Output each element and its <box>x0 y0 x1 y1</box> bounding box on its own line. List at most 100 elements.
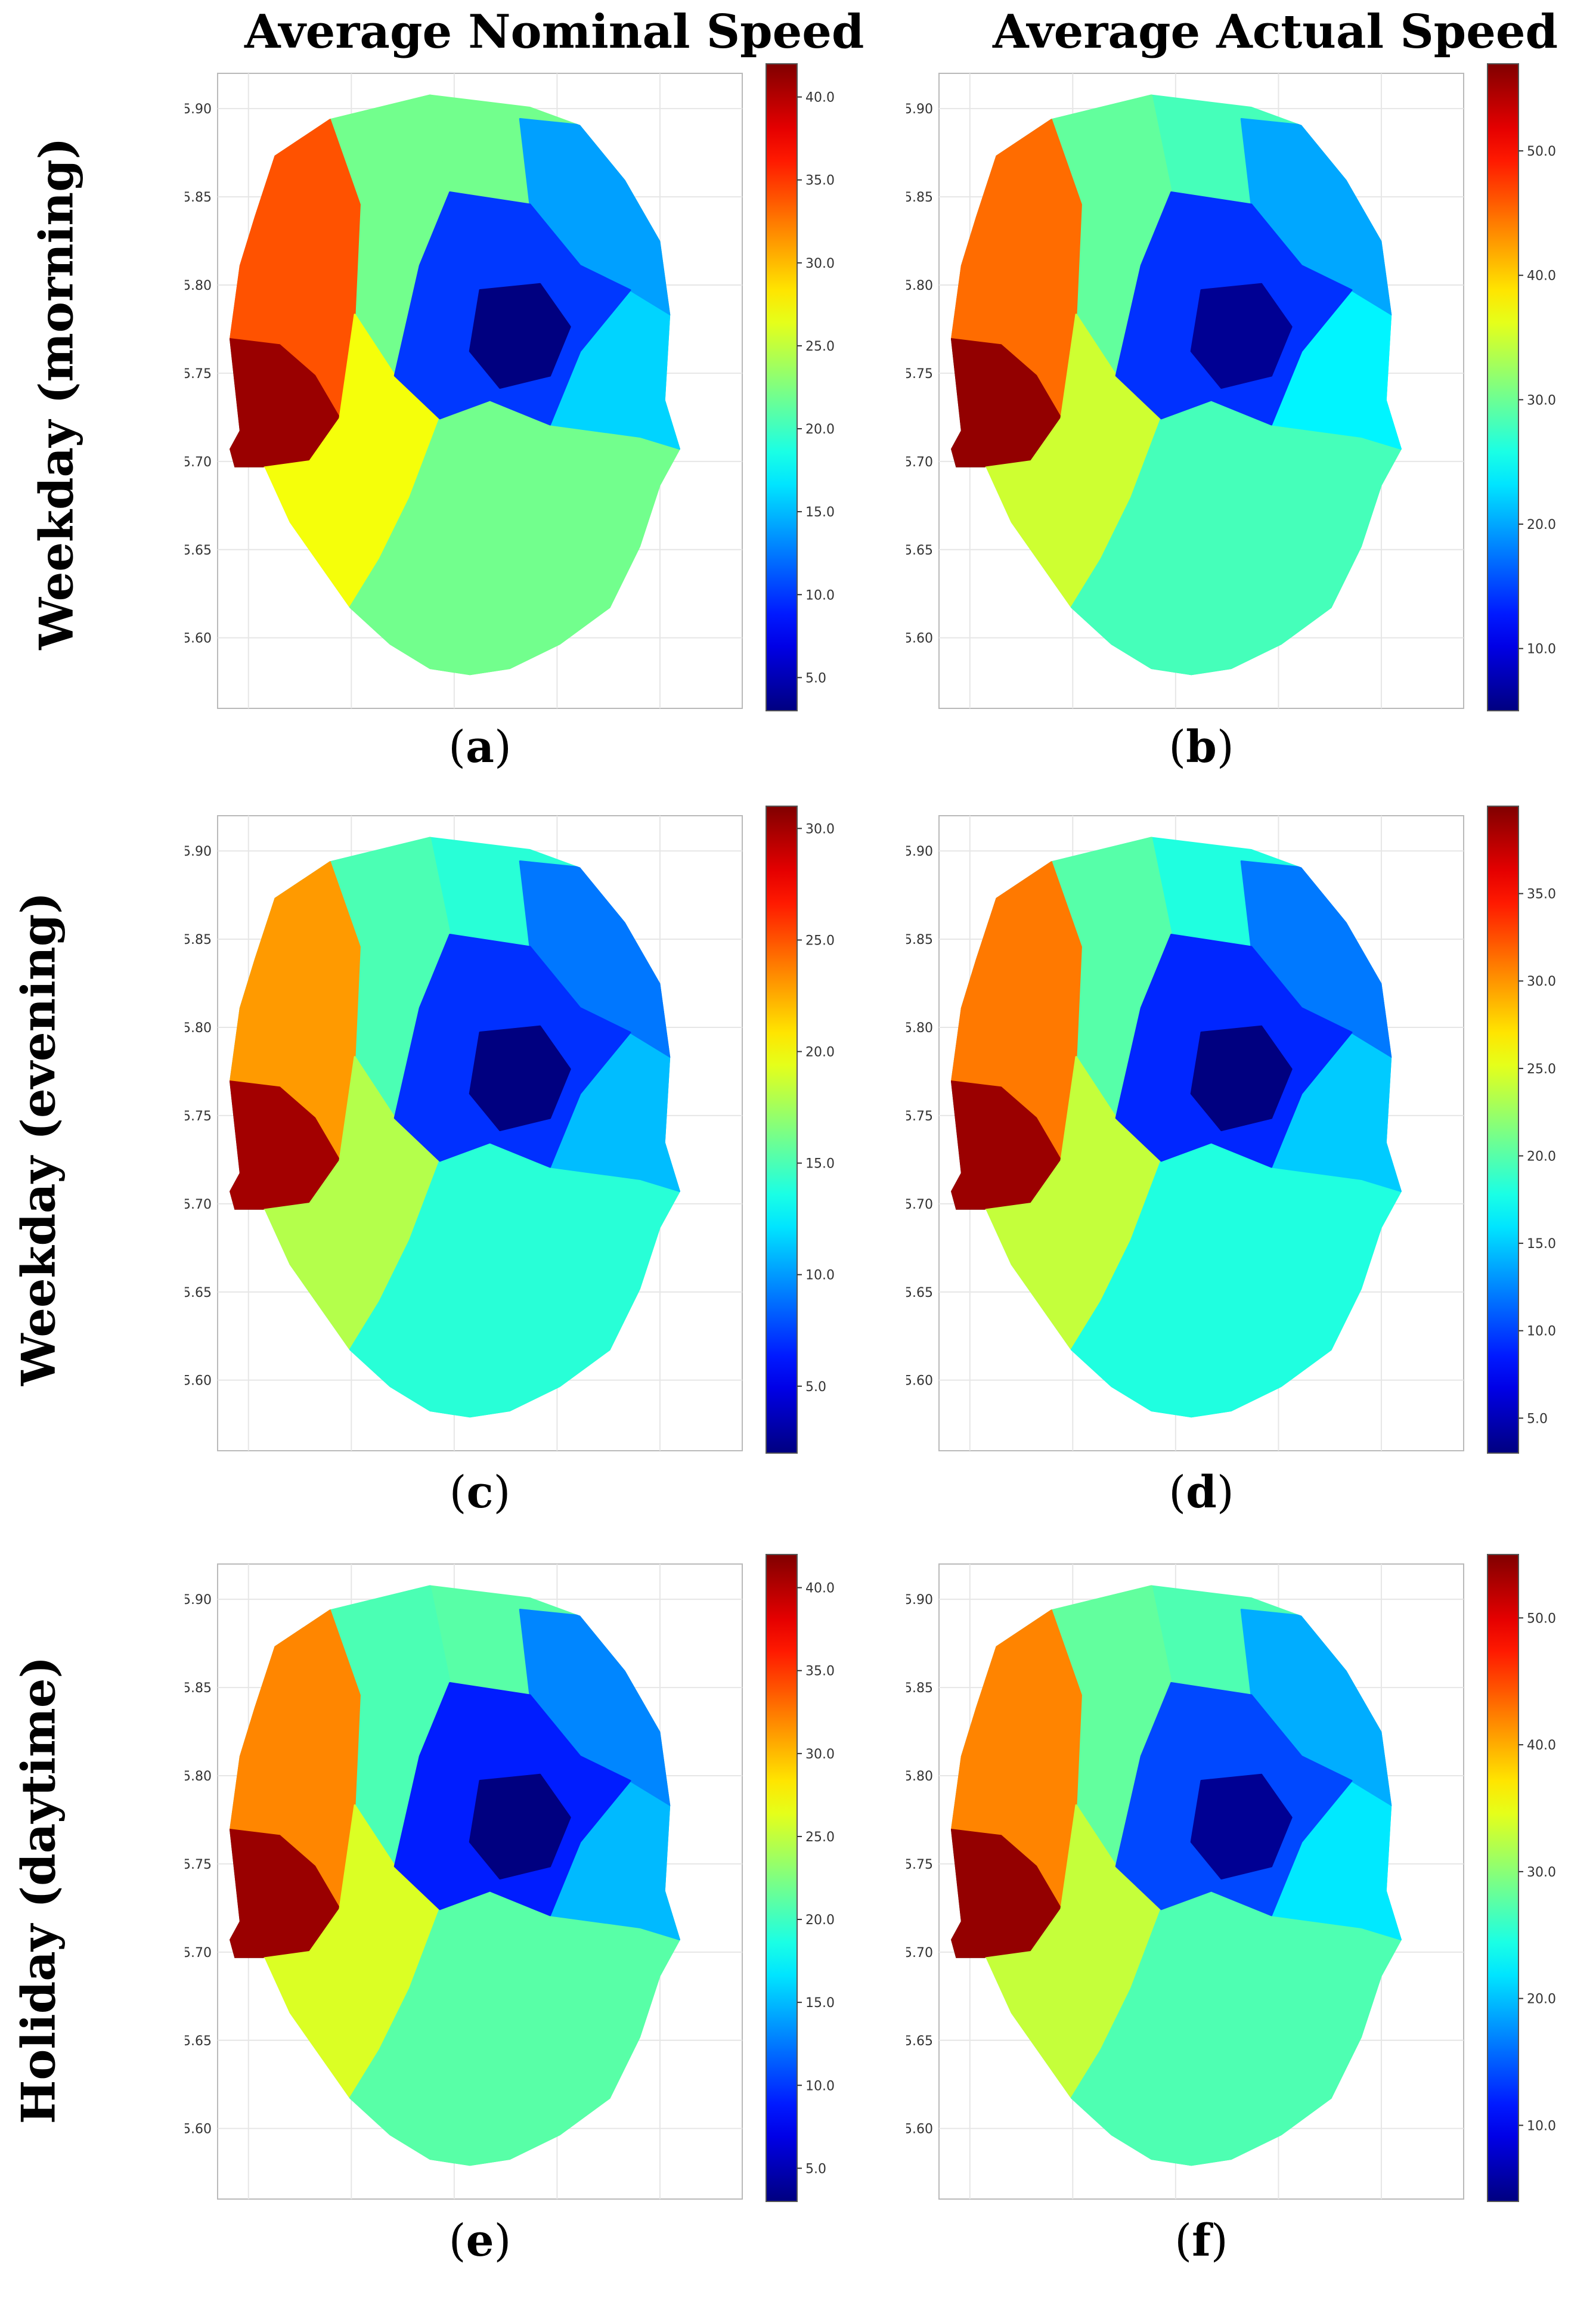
y-tick-label: 55.65 <box>906 543 933 558</box>
chart-svg: 37.437.537.637.737.855.9055.8555.8055.75… <box>174 806 835 1477</box>
colorbar <box>766 1554 798 2202</box>
colorbar-tick-label: 10.0 <box>1527 642 1556 657</box>
y-tick-label: 55.90 <box>185 1593 212 1608</box>
colorbar <box>766 63 798 711</box>
row-title-evening: Weekday (evening) <box>11 891 66 1386</box>
y-tick-label: 55.85 <box>185 190 212 205</box>
colorbar <box>766 806 798 1454</box>
panel-label-letter: d <box>1186 1467 1217 1518</box>
y-tick-label: 55.75 <box>906 1857 933 1872</box>
panel-label-letter: c <box>466 1467 494 1518</box>
colorbar-tick-label: 25.0 <box>805 933 835 948</box>
region-center <box>469 1025 571 1131</box>
y-tick-label: 55.75 <box>906 367 933 382</box>
panel-label-a: (a) <box>448 721 512 773</box>
y-tick-label: 55.70 <box>906 1946 933 1961</box>
y-tick-label: 55.60 <box>906 1374 933 1389</box>
y-tick-label: 55.70 <box>185 455 212 470</box>
map-panel-d: 37.437.537.637.737.855.9055.8555.8055.75… <box>895 799 1580 1477</box>
y-tick-label: 55.60 <box>906 2122 933 2137</box>
map-panel-c: 37.437.537.637.737.855.9055.8555.8055.75… <box>174 799 859 1477</box>
y-tick-label: 55.85 <box>906 933 933 947</box>
chart-svg: 37.437.537.637.737.855.9055.8555.8055.75… <box>174 1554 835 2225</box>
panel-label-b: (b) <box>1169 721 1234 773</box>
colorbar-tick-label: 15.0 <box>1527 1237 1556 1252</box>
y-tick-label: 55.75 <box>185 1109 212 1124</box>
y-tick-label: 55.85 <box>185 1681 212 1696</box>
y-tick-label: 55.90 <box>185 844 212 859</box>
panel-label-d: (d) <box>1169 1467 1234 1518</box>
colorbar-tick-label: 35.0 <box>1527 887 1556 902</box>
y-tick-label: 55.60 <box>906 631 933 646</box>
y-tick-label: 55.85 <box>906 190 933 205</box>
y-tick-label: 55.85 <box>185 933 212 947</box>
y-tick-label: 55.80 <box>185 278 212 293</box>
chart-svg: 37.437.537.637.737.855.9055.8555.8055.75… <box>895 1554 1556 2225</box>
column-title-actual: Average Actual Speed <box>993 5 1558 59</box>
colorbar-tick-label: 30.0 <box>805 822 835 837</box>
colorbar-tick-label: 20.0 <box>805 1913 835 1928</box>
colorbar-tick-label: 5.0 <box>805 1380 826 1395</box>
y-tick-label: 55.80 <box>906 278 933 293</box>
y-tick-label: 55.65 <box>906 1286 933 1300</box>
panel-label-letter: b <box>1186 721 1217 773</box>
colorbar-tick-label: 20.0 <box>1527 518 1556 532</box>
colorbar-tick-label: 30.0 <box>805 256 835 271</box>
colorbar-tick-label: 30.0 <box>805 1747 835 1762</box>
y-tick-label: 55.65 <box>185 2034 212 2049</box>
map-panel-f: 37.437.537.637.737.855.9055.8555.8055.75… <box>895 1547 1580 2225</box>
panel-label-letter: a <box>466 721 494 773</box>
colorbar-tick-label: 50.0 <box>1527 144 1556 159</box>
colorbar-tick-label: 10.0 <box>805 1268 835 1283</box>
column-title-nominal: Average Nominal Speed <box>244 5 864 59</box>
colorbar-tick-label: 40.0 <box>1527 1738 1556 1753</box>
y-tick-label: 55.70 <box>906 1197 933 1212</box>
colorbar-tick-label: 35.0 <box>805 1664 835 1679</box>
y-tick-label: 55.70 <box>185 1197 212 1212</box>
colorbar-tick-label: 30.0 <box>1527 974 1556 989</box>
y-tick-label: 55.65 <box>185 543 212 558</box>
y-tick-label: 55.90 <box>906 1593 933 1608</box>
colorbar-tick-label: 50.0 <box>1527 1611 1556 1626</box>
y-tick-label: 55.75 <box>906 1109 933 1124</box>
panel-label-e: (e) <box>448 2215 512 2266</box>
y-tick-label: 55.90 <box>906 102 933 117</box>
y-tick-label: 55.70 <box>185 1946 212 1961</box>
y-tick-label: 55.80 <box>185 1769 212 1784</box>
colorbar-tick-label: 10.0 <box>805 2079 835 2094</box>
colorbar-tick-label: 10.0 <box>1527 1324 1556 1339</box>
row-title-holiday: Holiday (daytime) <box>11 1656 66 2125</box>
y-tick-label: 55.90 <box>185 102 212 117</box>
colorbar-tick-label: 40.0 <box>805 91 835 106</box>
y-tick-label: 55.60 <box>185 631 212 646</box>
map-panel-a: 37.437.537.637.737.855.9055.8555.8055.75… <box>174 57 859 735</box>
colorbar-tick-label: 20.0 <box>1527 1149 1556 1164</box>
colorbar-tick-label: 5.0 <box>805 2161 826 2176</box>
region-center <box>1190 1773 1293 1879</box>
panel-label-f: (f) <box>1174 2215 1228 2266</box>
colorbar-tick-label: 15.0 <box>805 1157 835 1172</box>
colorbar-tick-label: 20.0 <box>1527 1992 1556 2007</box>
region-center <box>469 1773 571 1879</box>
colorbar-tick-label: 35.0 <box>805 174 835 188</box>
colorbar-tick-label: 15.0 <box>805 1996 835 2011</box>
colorbar-tick-label: 40.0 <box>805 1581 835 1596</box>
map-panel-e: 37.437.537.637.737.855.9055.8555.8055.75… <box>174 1547 859 2225</box>
row-title-morning: Weekday (morning) <box>29 137 84 650</box>
region-center <box>1190 283 1293 389</box>
y-tick-label: 55.60 <box>185 2122 212 2137</box>
colorbar-tick-label: 40.0 <box>1527 269 1556 284</box>
y-tick-label: 55.85 <box>906 1681 933 1696</box>
colorbar-tick-label: 25.0 <box>805 339 835 354</box>
colorbar-tick-label: 15.0 <box>805 505 835 520</box>
colorbar-tick-label: 10.0 <box>1527 2119 1556 2133</box>
colorbar-tick-label: 25.0 <box>805 1830 835 1845</box>
colorbar-tick-label: 20.0 <box>805 422 835 437</box>
colorbar-tick-label: 5.0 <box>1527 1411 1548 1426</box>
y-tick-label: 55.65 <box>185 1286 212 1300</box>
y-tick-label: 55.75 <box>185 367 212 382</box>
y-tick-label: 55.80 <box>906 1769 933 1784</box>
colorbar-tick-label: 10.0 <box>805 588 835 603</box>
colorbar-tick-label: 30.0 <box>1527 393 1556 408</box>
y-tick-label: 55.60 <box>185 1374 212 1389</box>
